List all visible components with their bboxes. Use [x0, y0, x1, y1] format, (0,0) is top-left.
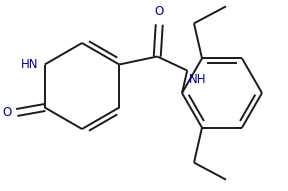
- Text: O: O: [3, 106, 12, 119]
- Text: HN: HN: [21, 58, 39, 71]
- Text: O: O: [155, 5, 164, 18]
- Text: NH: NH: [189, 73, 207, 86]
